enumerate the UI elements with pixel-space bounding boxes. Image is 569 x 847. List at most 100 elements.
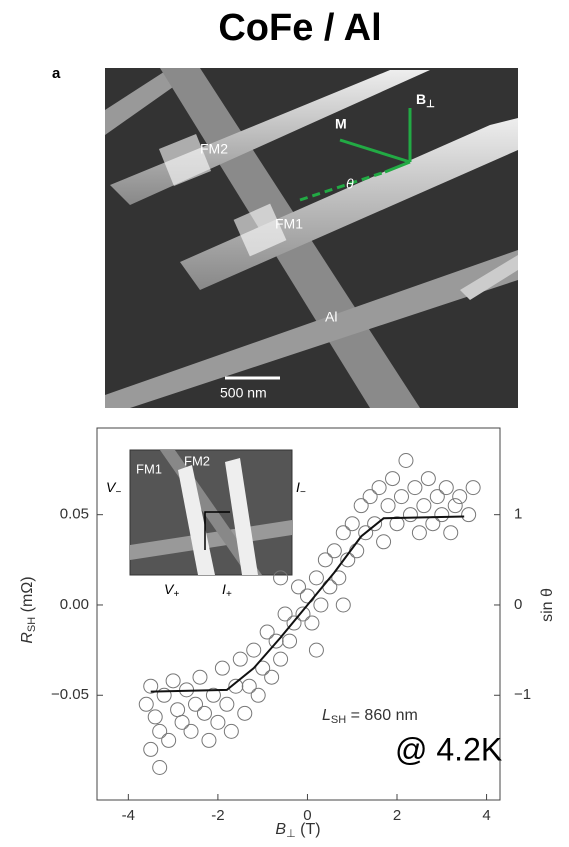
data-point	[335, 597, 351, 613]
data-point	[317, 552, 333, 568]
data-point	[183, 723, 199, 739]
data-point	[380, 498, 396, 514]
data-point	[264, 669, 280, 685]
data-point	[304, 615, 320, 631]
y-tick-label: 0.05	[60, 506, 89, 523]
data-point	[228, 678, 244, 694]
data-point	[165, 673, 181, 689]
data-point	[201, 732, 217, 748]
data-point	[147, 709, 163, 725]
label: θ	[346, 176, 354, 192]
data-point	[393, 489, 409, 505]
data-point	[241, 678, 257, 694]
x-tick-label: 2	[393, 807, 401, 824]
x-tick-label: -2	[211, 807, 224, 824]
inset-label: I−	[296, 479, 306, 498]
x-tick-label: 4	[482, 807, 490, 824]
data-point	[438, 480, 454, 496]
label: 500 nm	[220, 385, 267, 401]
label: B⊥	[416, 91, 435, 110]
inset-label: V	[164, 581, 175, 597]
data-point	[452, 489, 468, 505]
data-point	[273, 651, 289, 667]
inset-label: V+	[164, 581, 179, 600]
y2-tick-label: −1	[514, 686, 531, 703]
marks: -4 -2 0 2 4 −0.05 0.00 0.05 −1 0 1	[51, 453, 531, 824]
data-point	[376, 534, 392, 550]
inset-label: FM2	[184, 453, 210, 468]
data-point	[465, 480, 481, 496]
inset-label: FM1	[136, 461, 162, 476]
label: FM2	[200, 141, 228, 157]
data-point	[429, 489, 445, 505]
data-point	[420, 471, 436, 487]
annotation: L	[322, 707, 331, 724]
data-point	[416, 498, 432, 514]
y-axis-label: SH	[26, 617, 38, 632]
data-point	[295, 606, 311, 622]
data-point	[205, 687, 221, 703]
data-point	[138, 696, 154, 712]
data-point	[299, 588, 315, 604]
inset-label: +	[226, 589, 232, 600]
data-point	[174, 714, 190, 730]
data-point	[161, 732, 177, 748]
data-point	[322, 579, 338, 595]
title: CoFe / Al	[218, 7, 381, 49]
data-point	[344, 516, 360, 532]
data-point	[371, 480, 387, 496]
data-point	[170, 702, 186, 718]
inset-label: I	[222, 581, 226, 597]
inset-label: V−	[106, 479, 121, 498]
data-point	[152, 759, 168, 775]
annotation: @ 4.2K	[395, 731, 502, 767]
data-point	[385, 471, 401, 487]
data-point	[214, 660, 230, 676]
y2-tick-label: 0	[514, 596, 522, 613]
inset-label: −	[300, 487, 306, 498]
y-tick-label: 0.00	[60, 596, 89, 613]
data-point	[443, 525, 459, 541]
data-point	[353, 498, 369, 514]
data-point	[268, 633, 284, 649]
data-point	[362, 489, 378, 505]
data-point	[192, 669, 208, 685]
inset-label: V	[106, 479, 117, 495]
data-point	[349, 543, 365, 559]
data-point	[411, 525, 427, 541]
x-tick-label: 0	[303, 807, 311, 824]
data-point	[326, 543, 342, 559]
data-point	[210, 714, 226, 730]
data-point	[398, 453, 414, 469]
x-axis-label: ⊥	[286, 828, 296, 840]
x-axis-label: B⊥ (T)	[275, 821, 320, 840]
data-point	[425, 516, 441, 532]
data-point	[223, 723, 239, 739]
data-point	[461, 507, 477, 523]
data-point	[156, 687, 172, 703]
y2-axis-label: sin θ	[539, 588, 556, 622]
data-point	[434, 507, 450, 523]
data-point	[219, 696, 235, 712]
data-point	[152, 723, 168, 739]
inset: V− I− V+ I+ FM1 FM2	[106, 449, 306, 600]
sem-image: FM2 M B⊥ θ FM1 Al 500 nm	[105, 68, 518, 408]
data-point	[308, 642, 324, 658]
data-point	[335, 525, 351, 541]
x-axis-label: B	[275, 821, 286, 838]
data-point	[402, 507, 418, 523]
data-point	[308, 570, 324, 586]
inset-label: I+	[222, 581, 232, 600]
data-point	[282, 633, 298, 649]
data-point	[447, 498, 463, 514]
data-point	[250, 687, 266, 703]
data-point	[232, 651, 248, 667]
data-point	[237, 705, 253, 721]
data-point	[188, 696, 204, 712]
data-point	[331, 570, 347, 586]
data-point	[277, 606, 293, 622]
inset-label: −	[115, 487, 121, 498]
data-point	[389, 516, 405, 532]
